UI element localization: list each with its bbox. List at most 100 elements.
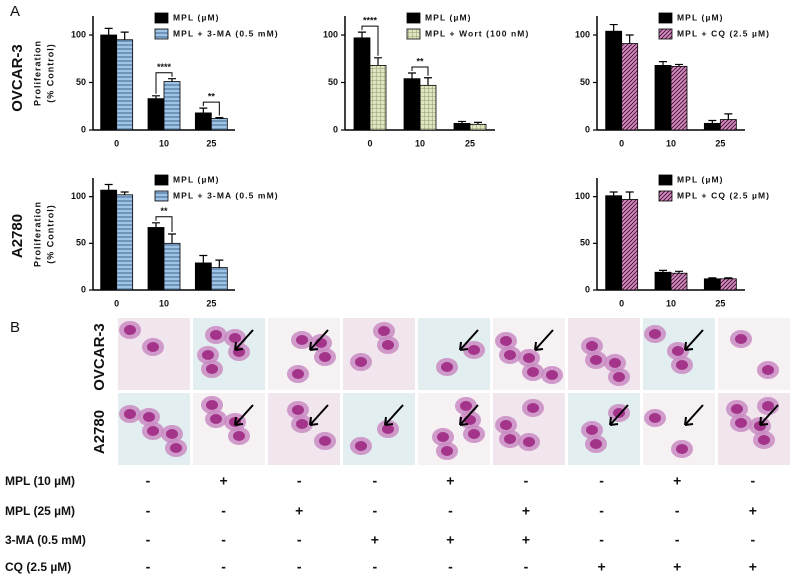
bar — [621, 199, 639, 291]
significance-label: ** — [160, 206, 168, 216]
x-tick-label: 25 — [465, 138, 475, 148]
y-tick-label: 0 — [585, 284, 590, 294]
x-tick-label: 25 — [715, 298, 725, 308]
legend-swatch — [154, 190, 169, 202]
bar — [194, 112, 212, 131]
error-bar — [609, 23, 618, 32]
arrow — [684, 404, 704, 426]
nucleus — [292, 369, 304, 379]
bar — [719, 119, 737, 131]
nucleus — [233, 431, 245, 441]
treatment-sign: - — [297, 473, 302, 489]
x-tick-label: 0 — [367, 138, 372, 148]
error-bar — [120, 191, 129, 195]
error-bar — [215, 117, 224, 119]
error-bar — [659, 61, 667, 66]
nucleus — [437, 432, 449, 442]
nucleus — [586, 341, 598, 351]
legend-swatch — [406, 28, 421, 40]
nucleus — [500, 420, 512, 430]
treatment-sign: - — [297, 532, 302, 548]
row-label: OVCAR-3 — [91, 323, 108, 391]
nucleus — [468, 345, 480, 355]
nucleus — [735, 334, 747, 344]
panel-label: A — [10, 3, 20, 20]
error-bar — [724, 277, 733, 279]
legend-label: MPL (µM) — [677, 12, 724, 22]
legend-label: MPL (µM) — [173, 174, 220, 184]
treatment-sign: - — [221, 532, 226, 548]
micrograph — [568, 393, 640, 465]
legend-label: MPL (µM) — [425, 12, 472, 22]
nucleus — [319, 352, 331, 362]
y-tick-label: 0 — [585, 124, 590, 134]
x-tick-label: 0 — [114, 138, 119, 148]
error-bar — [120, 31, 129, 40]
nucleus — [378, 326, 390, 336]
y-tick-label: 50 — [580, 238, 590, 248]
treatment-label: CQ (2.5 µM) — [5, 560, 71, 574]
error-bar — [659, 269, 667, 273]
y-axis-label: (% Control) — [45, 43, 55, 103]
y-tick-label: 0 — [333, 124, 338, 134]
nucleus — [649, 329, 661, 339]
significance-label: **** — [157, 62, 172, 72]
bar — [210, 267, 228, 291]
nucleus — [586, 425, 598, 435]
legend-label: MPL (µM) — [677, 174, 724, 184]
bar — [100, 189, 118, 291]
nucleus — [735, 418, 747, 428]
significance-label: ** — [208, 92, 216, 102]
error-bar — [408, 72, 416, 79]
treatment-sign: - — [599, 532, 604, 548]
y-tick-label: 100 — [575, 191, 590, 201]
nucleus — [441, 446, 453, 456]
row-label: A2780 — [9, 214, 26, 258]
arrow — [309, 329, 329, 351]
legend-label: MPL + CQ (2.5 µM) — [677, 28, 770, 38]
nucleus — [731, 404, 743, 414]
treatment-sign: - — [146, 473, 151, 489]
legend-swatch — [658, 190, 673, 202]
treatment-sign: - — [146, 532, 151, 548]
y-tick-label: 50 — [76, 238, 86, 248]
x-tick-label: 25 — [206, 298, 216, 308]
nucleus — [762, 401, 774, 411]
row-label: OVCAR-3 — [9, 44, 26, 112]
arrow — [309, 404, 329, 426]
bar — [453, 122, 471, 131]
error-bar — [168, 233, 176, 244]
nucleus — [609, 358, 621, 368]
treatment-sign: - — [599, 503, 604, 519]
treatment-sign: + — [371, 532, 379, 548]
bar — [369, 65, 387, 131]
y-tick-label: 100 — [71, 191, 86, 201]
significance-bracket — [155, 216, 173, 232]
nucleus — [546, 370, 558, 380]
nucleus — [382, 424, 394, 434]
x-tick-label: 10 — [666, 298, 676, 308]
treatment-sign: + — [446, 532, 454, 548]
error-bar — [104, 27, 113, 35]
error-bar — [199, 107, 208, 113]
nucleus — [166, 429, 178, 439]
x-tick-label: 10 — [415, 138, 425, 148]
y-tick-label: 50 — [76, 77, 86, 87]
bar — [670, 272, 688, 291]
nucleus — [202, 350, 214, 360]
significance-bracket — [202, 101, 220, 116]
nucleus — [676, 360, 688, 370]
nucleus — [382, 340, 394, 350]
legend-swatch — [154, 28, 169, 40]
treatment-sign: + — [446, 473, 454, 489]
nucleus — [170, 443, 182, 453]
arrow — [459, 329, 479, 351]
error-bar — [374, 57, 382, 66]
bar — [210, 118, 228, 131]
nucleus — [147, 426, 159, 436]
x-tick-label: 10 — [159, 138, 169, 148]
legend-swatch — [658, 28, 673, 40]
nucleus — [504, 350, 516, 360]
y-tick-label: 50 — [580, 77, 590, 87]
